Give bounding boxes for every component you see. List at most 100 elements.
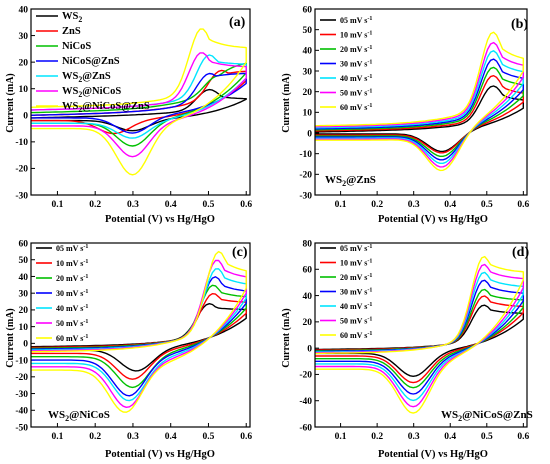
- legend-entry: 60 mV s-1: [56, 334, 88, 343]
- y-tick-label: -50: [15, 423, 28, 433]
- panel-a-legend: WS2 ZnS NiCoS NiCoS@ZnS WS2@ZnS WS2@NiCoS WS2@…: [36, 11, 150, 114]
- x-tick-label: 0.4: [444, 200, 456, 210]
- y-tick-label: 40: [303, 47, 313, 57]
- panel-c-frame: [30, 242, 251, 428]
- x-tick-label: 0.2: [371, 200, 383, 210]
- legend-entry: 30 mV s-1: [56, 289, 88, 298]
- y-tick-label: 20: [19, 58, 29, 68]
- x-tick-label: 0.1: [335, 200, 347, 210]
- x-tick-label: 0.1: [51, 432, 63, 442]
- legend-entry: NiCoS@ZnS: [62, 56, 120, 67]
- legend-entry: 50 mV s-1: [56, 319, 88, 328]
- legend-entry: 05 mV s-1: [340, 244, 372, 253]
- x-tick-label: 0.4: [444, 432, 456, 442]
- legend-entry: 10 mV s-1: [56, 259, 88, 268]
- y-tick-label: -10: [299, 150, 312, 160]
- x-tick-label: 0.3: [127, 432, 139, 442]
- x-tick-label: 0.2: [89, 200, 101, 210]
- x-tick-label: 0.3: [408, 200, 420, 210]
- x-tick-label: 0.2: [89, 432, 101, 442]
- legend-entry: WS2@ZnS: [62, 71, 111, 84]
- x-tick-label: 0.6: [240, 432, 252, 442]
- panel-c-ylabel: Current (mA): [5, 308, 16, 368]
- y-tick-label: 20: [19, 306, 29, 316]
- panel-b-y-ticks: -30 -20 -10 0 10 20 30 40 50 60: [299, 5, 319, 201]
- legend-entry: 60 mV s-1: [340, 103, 372, 112]
- series-line: [315, 85, 524, 153]
- panel-c-sample-label: WS2@NiCoS: [48, 409, 110, 423]
- series-line: [315, 74, 524, 154]
- x-tick-label: 0.5: [203, 200, 215, 210]
- y-tick-label: -30: [299, 191, 312, 201]
- legend-entry: WS2: [62, 11, 82, 24]
- y-tick-label: 10: [19, 323, 29, 333]
- legend-entry: 05 mV s-1: [340, 16, 372, 25]
- y-tick-label: 60: [19, 239, 29, 249]
- panel-c-series: [31, 250, 247, 413]
- panel-d-tag: (d): [512, 245, 529, 260]
- series-line: [31, 250, 247, 413]
- panel-d-frame: [314, 242, 528, 428]
- series-line: [31, 52, 247, 158]
- legend-entry: 50 mV s-1: [340, 89, 372, 98]
- panel-c-tag: (c): [232, 245, 248, 260]
- y-tick-label: 20: [303, 318, 313, 328]
- y-tick-label: 0: [23, 340, 28, 350]
- legend-entry: 20 mV s-1: [340, 45, 372, 54]
- panel-a-ylabel: Current (mA): [5, 73, 16, 133]
- y-tick-label: 60: [303, 5, 313, 15]
- panel-b-x-ticks: 0.1 0.2 0.3 0.4 0.5 0.6: [335, 191, 530, 210]
- panel-a-xlabel: Potential (V) vs Hg/HgO: [105, 214, 215, 225]
- legend-entry: WS2@NiCoS: [62, 86, 121, 99]
- panel-c-y-ticks: -50 -40 -30 -20 -10 0 10 20 30 40 50 60: [15, 239, 35, 433]
- panel-b-sample-label: WS2@ZnS: [325, 174, 376, 188]
- y-tick-label: -10: [15, 356, 28, 366]
- legend-entry: 50 mV s-1: [340, 317, 372, 326]
- legend-entry: 40 mV s-1: [56, 304, 88, 313]
- y-tick-label: 30: [19, 289, 29, 299]
- y-tick-label: -30: [15, 191, 28, 201]
- panel-d-xlabel: Potential (V) vs Hg/HgO: [378, 449, 488, 460]
- panel-d-ylabel: Current (mA): [281, 308, 292, 368]
- y-tick-label: 10: [303, 109, 313, 119]
- y-tick-label: -20: [299, 371, 312, 381]
- y-tick-label: 40: [303, 292, 313, 302]
- panel-b-legend: 05 mV s-1 10 mV s-1 20 mV s-1 30 mV s-1 40 m…: [320, 16, 372, 112]
- series-line: [315, 31, 524, 172]
- legend-entry: 20 mV s-1: [56, 274, 88, 283]
- y-tick-label: -40: [15, 407, 28, 417]
- x-tick-label: 0.5: [481, 432, 493, 442]
- y-tick-label: -20: [299, 171, 312, 181]
- x-tick-label: 0.6: [240, 200, 252, 210]
- x-tick-label: 0.6: [517, 200, 529, 210]
- legend-entry: ZnS: [62, 26, 81, 37]
- y-tick-label: 0: [307, 129, 312, 139]
- y-tick-label: 80: [303, 239, 313, 249]
- series-line: [31, 28, 247, 176]
- x-tick-label: 0.3: [408, 432, 420, 442]
- panel-c-xlabel: Potential (V) vs Hg/HgO: [105, 449, 215, 460]
- panel-a-tag: (a): [229, 15, 246, 30]
- panel-b-frame: [314, 8, 528, 196]
- panel-d-y-ticks: -60 -40 -20 0 20 40 60 80: [299, 239, 319, 433]
- x-tick-label: 0.6: [517, 432, 529, 442]
- panel-c-x-ticks: 0.1 0.2 0.3 0.4 0.5 0.6: [51, 423, 252, 442]
- series-line: [31, 88, 247, 132]
- legend-entry: 10 mV s-1: [340, 259, 372, 268]
- panel-b-xlabel: Potential (V) vs Hg/HgO: [378, 214, 488, 225]
- y-tick-label: -20: [15, 165, 28, 175]
- legend-entry: 10 mV s-1: [340, 31, 372, 40]
- legend-entry: 60 mV s-1: [340, 331, 372, 340]
- x-tick-label: 0.1: [51, 200, 63, 210]
- y-tick-label: 50: [303, 26, 313, 36]
- panel-b-series: [315, 31, 524, 172]
- panel-d-x-ticks: 0.1 0.2 0.3 0.4 0.5 0.6: [335, 423, 530, 442]
- panel-a-series: [31, 28, 247, 176]
- legend-entry: 40 mV s-1: [340, 74, 372, 83]
- y-tick-label: -30: [15, 390, 28, 400]
- panel-a-y-ticks: -30 -20 -10 0 10 20 30 40: [15, 5, 35, 201]
- panel-b-ylabel: Current (mA): [281, 73, 292, 133]
